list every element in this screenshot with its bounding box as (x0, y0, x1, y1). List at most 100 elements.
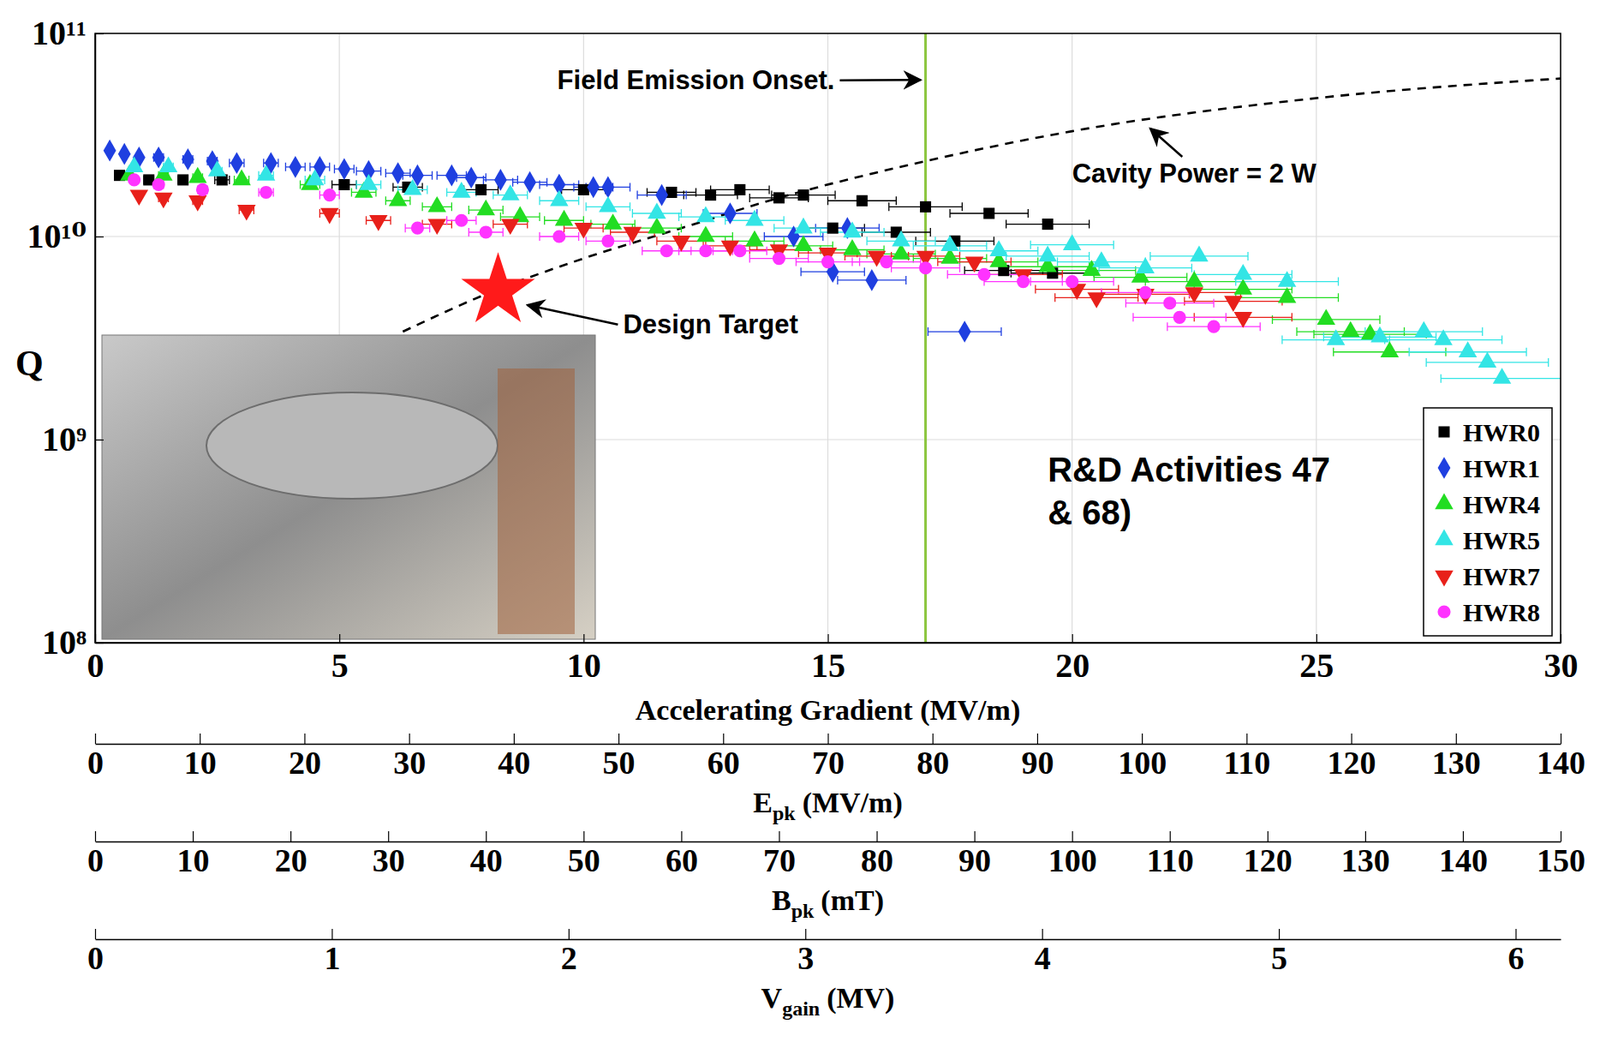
tick-mark (290, 830, 292, 842)
point (403, 179, 422, 196)
point (454, 214, 468, 227)
tick: 60 (665, 830, 699, 878)
tick-mark (331, 928, 333, 939)
point (177, 173, 189, 186)
tick-mark (1560, 633, 1562, 643)
tick-label: 2 (561, 939, 578, 976)
point (865, 268, 878, 292)
point (1380, 340, 1399, 358)
legend-label: HWR8 (1462, 597, 1541, 627)
tick-label: 100 (1117, 744, 1167, 781)
tick-mark (973, 830, 975, 842)
tick: 4 (1034, 928, 1051, 976)
point (1492, 367, 1511, 384)
point (1065, 274, 1079, 288)
tick-mark (568, 928, 570, 939)
error-bars (126, 171, 1446, 357)
point (494, 168, 508, 192)
tick-mark (95, 439, 104, 441)
point (1414, 321, 1433, 338)
tick-label: 90 (1020, 744, 1054, 781)
tick-mark (409, 733, 411, 744)
tick-label: 70 (811, 744, 845, 781)
grid-line-y (95, 235, 1561, 237)
tick-mark (1170, 830, 1171, 842)
point (103, 139, 117, 162)
tick-label: 10¹⁰ (26, 216, 87, 256)
tick-mark (1042, 928, 1044, 939)
point (772, 251, 786, 265)
series-points (119, 164, 1399, 358)
point (603, 213, 622, 230)
tick-label: 5 (331, 645, 349, 685)
tick: 40 (497, 733, 531, 781)
secondary-axis-title: Bpk(mT) (771, 883, 884, 922)
point (1458, 340, 1477, 358)
tick-label: 140 (1438, 841, 1488, 878)
tick-label: 5 (1271, 939, 1288, 976)
tick-label: 10 (177, 841, 210, 878)
point (549, 190, 568, 207)
point (359, 173, 378, 191)
point (127, 173, 141, 186)
text-block-line: & 68) (1047, 493, 1132, 532)
tick-mark (1365, 830, 1367, 842)
point (723, 202, 737, 225)
axis-title-main: B (771, 883, 792, 916)
arrow (527, 304, 619, 325)
point (427, 218, 446, 235)
point (660, 244, 674, 257)
series-points (130, 189, 1253, 328)
point (427, 196, 446, 213)
point (477, 199, 496, 216)
tick-label: 30 (1544, 645, 1579, 685)
point (773, 191, 785, 203)
point (655, 184, 669, 207)
point (665, 186, 677, 198)
point (1341, 321, 1360, 338)
point (827, 222, 839, 234)
tick-mark (1246, 733, 1248, 744)
tick-label: 110 (1146, 841, 1195, 878)
tick: 110 (1146, 830, 1195, 878)
tick-mark (932, 733, 934, 744)
tick-mark (876, 830, 878, 842)
error-bars (136, 191, 1292, 323)
point (259, 185, 273, 199)
axis-title-main: E (752, 786, 773, 818)
point (734, 184, 746, 196)
point (601, 234, 615, 248)
annotation: Field Emission Onset. (557, 65, 836, 96)
point (574, 222, 593, 239)
axis: 051015202530 (87, 633, 1579, 685)
point (452, 181, 471, 198)
tick-mark (722, 733, 724, 744)
point (794, 234, 812, 251)
photo-inset (101, 334, 596, 639)
point (479, 225, 493, 239)
tick-mark (199, 733, 201, 744)
tick-mark (1316, 633, 1318, 643)
error-bars (107, 146, 1002, 336)
axis-title-sub: pk (772, 801, 796, 824)
photo-shape (206, 392, 498, 499)
axis-title-unit: (MV) (826, 981, 895, 1015)
point (445, 164, 459, 187)
tick-label: 10⁸ (41, 622, 87, 662)
point (118, 143, 132, 166)
point (1234, 278, 1253, 295)
point (794, 217, 812, 234)
point (305, 169, 324, 186)
point (958, 320, 972, 343)
tick-label: 90 (958, 841, 992, 878)
tick-mark (304, 733, 305, 744)
legend-marker (1438, 456, 1451, 479)
tick-label: 15 (811, 645, 846, 685)
tick: 50 (567, 830, 601, 878)
tick: 140 (1536, 733, 1586, 781)
tick: 0 (87, 733, 104, 781)
point (152, 178, 166, 192)
tick: 150 (1536, 830, 1586, 878)
legend-box (1423, 407, 1553, 636)
tick-mark (1350, 733, 1352, 744)
